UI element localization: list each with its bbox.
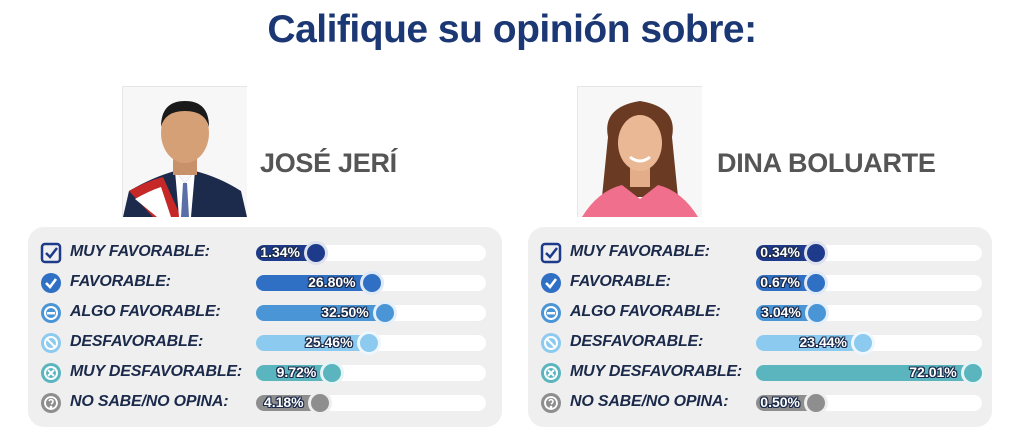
question-circle-icon <box>40 392 62 414</box>
data-label: 0.50% <box>760 394 800 410</box>
category-label: FAVORABLE: <box>70 273 171 290</box>
bar-track: 0.67% <box>756 271 982 295</box>
bar-track: 0.50% <box>756 391 982 415</box>
bar-track: 32.50% <box>256 301 486 325</box>
bar <box>256 305 387 321</box>
bar <box>256 335 371 351</box>
rating-row: MUY DESFAVORABLE: 9.72% <box>28 359 502 387</box>
bar-track: 26.80% <box>256 271 486 295</box>
bar-track: 1.34% <box>256 241 486 265</box>
category-label: DESFAVORABLE: <box>570 333 704 350</box>
jose-jeri-photo <box>122 86 247 217</box>
rating-row: DESFAVORABLE: 23.44% <box>528 329 992 357</box>
bar-end-marker <box>304 241 328 265</box>
bar-track: 3.04% <box>756 301 982 325</box>
bar <box>756 245 818 261</box>
x-circle-icon <box>540 362 562 384</box>
question-circle-icon <box>540 392 562 414</box>
bar-track: 23.44% <box>756 331 982 355</box>
rating-row: NO SABE/NO OPINA: 4.18% <box>28 389 502 417</box>
dina-boluarte-photo <box>577 86 702 217</box>
rating-row: DESFAVORABLE: 25.46% <box>28 329 502 357</box>
category-label: MUY DESFAVORABLE: <box>570 363 743 380</box>
bar <box>256 275 374 291</box>
category-label: ALGO FAVORABLE: <box>70 303 221 320</box>
bar-track: 4.18% <box>256 391 486 415</box>
bar-end-marker <box>804 301 829 325</box>
data-label: 0.67% <box>760 274 800 290</box>
category-label: MUY FAVORABLE: <box>570 243 710 260</box>
rating-row: ALGO FAVORABLE: 3.04% <box>528 299 992 327</box>
x-circle-icon <box>40 362 62 384</box>
bar <box>756 335 865 351</box>
no-entry-circle-icon <box>540 332 562 354</box>
check-square-icon <box>540 242 562 264</box>
jose-jeri-name: JOSÉ JERÍ <box>260 148 397 178</box>
bar-end-marker <box>320 361 345 385</box>
category-label: MUY FAVORABLE: <box>70 243 210 260</box>
data-label: 3.04% <box>761 304 801 320</box>
data-label: 4.18% <box>263 394 304 410</box>
rating-row: NO SABE/NO OPINA: 0.50% <box>528 389 992 417</box>
rating-row: MUY FAVORABLE: 1.34% <box>28 239 502 267</box>
bar <box>756 305 819 321</box>
rating-panel-dina-boluarte: MUY FAVORABLE: 0.34% FAVORABLE: 0.67% ALGO F… <box>528 227 992 427</box>
bar-end-marker <box>850 331 875 355</box>
rating-row: MUY DESFAVORABLE: 72.01% <box>528 359 992 387</box>
bar-track: 25.46% <box>256 331 486 355</box>
category-label: NO SABE/NO OPINA: <box>70 393 229 410</box>
category-label: FAVORABLE: <box>570 273 671 290</box>
bar-track: 72.01% <box>756 361 985 385</box>
data-label: 23.44% <box>799 334 847 350</box>
category-label: ALGO FAVORABLE: <box>570 303 721 320</box>
bar-end-marker <box>960 361 985 385</box>
category-label: MUY DESFAVORABLE: <box>70 363 243 380</box>
bar <box>756 275 818 291</box>
check-circle-icon <box>40 272 62 294</box>
bar <box>256 245 318 261</box>
category-label: NO SABE/NO OPINA: <box>570 393 729 410</box>
bar <box>756 365 975 381</box>
bar <box>756 395 818 411</box>
data-label: 1.34% <box>260 244 300 260</box>
bar-end-marker <box>307 391 332 415</box>
bar-end-marker <box>804 391 828 415</box>
rating-row: FAVORABLE: 0.67% <box>528 269 992 297</box>
minus-circle-icon <box>540 302 562 324</box>
rating-panel-jose-jeri: MUY FAVORABLE: 1.34% FAVORABLE: 26.80% ALGO … <box>28 227 502 427</box>
bar-end-marker <box>356 331 381 355</box>
bar-end-marker <box>372 301 397 325</box>
page-title: Califique su opinión sobre: <box>267 8 757 51</box>
bar <box>256 395 322 411</box>
data-label: 32.50% <box>321 304 369 320</box>
bar <box>256 365 335 381</box>
data-label: 25.46% <box>305 334 353 350</box>
check-square-icon <box>40 242 62 264</box>
no-entry-circle-icon <box>40 332 62 354</box>
bar-end-marker <box>804 241 828 265</box>
bar-end-marker <box>359 271 384 295</box>
rating-row: ALGO FAVORABLE: 32.50% <box>28 299 502 327</box>
data-label: 9.72% <box>276 364 317 380</box>
bar-end-marker <box>804 271 828 295</box>
data-label: 72.01% <box>909 364 957 380</box>
rating-row: MUY FAVORABLE: 0.34% <box>528 239 992 267</box>
dina-boluarte-name: DINA BOLUARTE <box>717 148 936 178</box>
rating-row: FAVORABLE: 26.80% <box>28 269 502 297</box>
data-label: 26.80% <box>308 274 356 290</box>
bar-track: 9.72% <box>256 361 486 385</box>
bar-track: 0.34% <box>756 241 982 265</box>
data-label: 0.34% <box>760 244 800 260</box>
minus-circle-icon <box>40 302 62 324</box>
check-circle-icon <box>540 272 562 294</box>
category-label: DESFAVORABLE: <box>70 333 204 350</box>
